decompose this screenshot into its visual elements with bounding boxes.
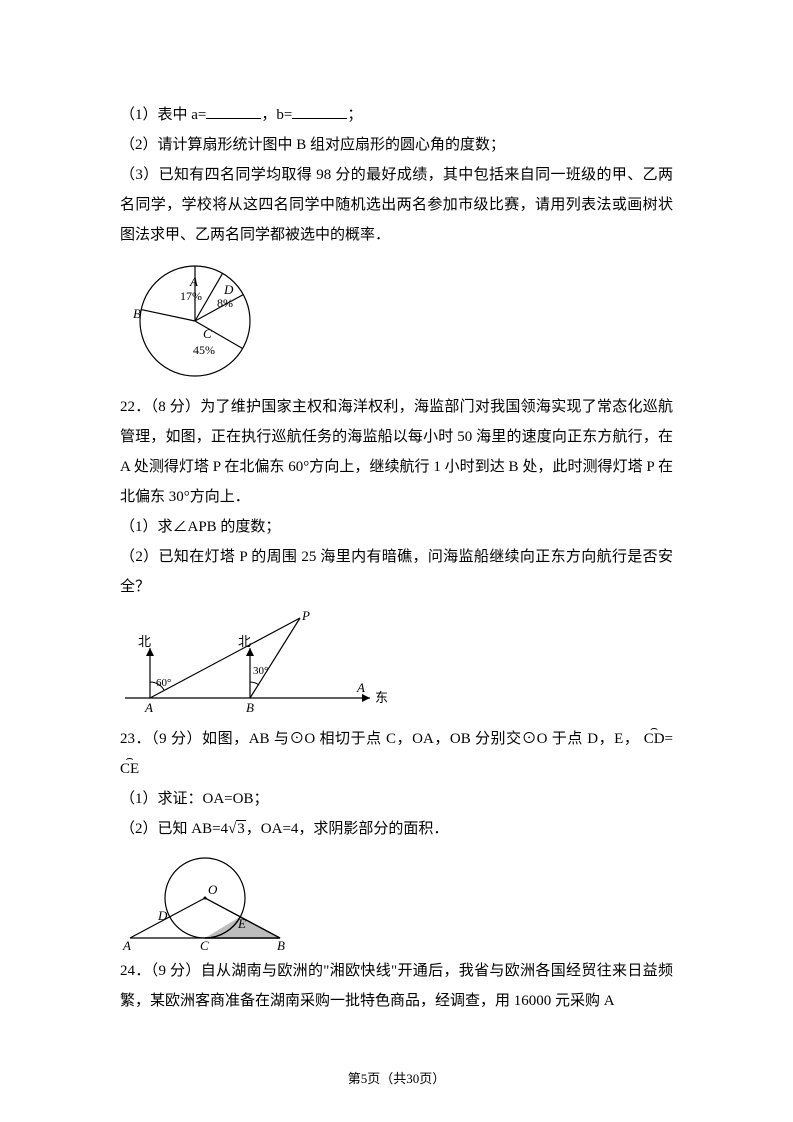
sqrt3: √3 bbox=[228, 814, 246, 844]
q22-p2: （2）已知在灯塔 P 的周围 25 海里内有暗礁，问海监船继续向正东方向航行是否… bbox=[120, 542, 673, 602]
north1-label: 北 bbox=[138, 634, 151, 649]
ang30-label: 30° bbox=[253, 665, 268, 677]
page-footer: 第5页（共30页） bbox=[0, 1066, 793, 1092]
arc-eq: = bbox=[665, 731, 673, 747]
q22-diagram: 北 北 东 A B P A 60° 30° bbox=[120, 608, 673, 718]
pie-pct-d: 8% bbox=[217, 296, 233, 310]
arc-ce: ⌢ CE bbox=[120, 754, 139, 784]
E-label: E bbox=[237, 916, 246, 931]
ang60-label: 60° bbox=[156, 677, 171, 689]
blank-b bbox=[292, 104, 347, 119]
q23-p2-before: （2）已知 AB=4 bbox=[120, 821, 228, 837]
east-label: 东 bbox=[375, 690, 388, 705]
q21-p3: （3）已知有四名同学均取得 98 分的最好成绩，其中包括来自同一班级的甲、乙两名… bbox=[120, 160, 673, 250]
q22-intro: 22．（8 分）为了维护国家主权和海洋权利，海监部门对我国领海实现了常态化巡航管… bbox=[120, 392, 673, 512]
arc-cd: ⌢ CD bbox=[644, 724, 665, 754]
D-label: D bbox=[157, 908, 168, 923]
q23-p1: （1）求证：OA=OB； bbox=[120, 784, 673, 814]
C-label: C bbox=[200, 938, 209, 950]
B-label: B bbox=[246, 700, 254, 715]
q22-p1: （1）求∠APB 的度数； bbox=[120, 512, 673, 542]
q21-p1-suffix: ； bbox=[347, 107, 362, 123]
pie-pct-c: 45% bbox=[193, 343, 215, 357]
q21-pie-chart: A 17% D 8% B C 45% bbox=[120, 256, 673, 386]
q21-p1-prefix: （1）表中 a= bbox=[120, 107, 206, 123]
blank-a bbox=[206, 104, 261, 119]
q23-intro-text: 23．（9 分）如图，AB 与⊙O 相切于点 C，OA，OB 分别交⊙O 于点 … bbox=[120, 731, 639, 747]
q21-p1-mid: ，b= bbox=[261, 107, 292, 123]
pie-label-a: A bbox=[189, 274, 198, 289]
q23-p2-after: ，OA=4，求阴影部分的面积． bbox=[246, 821, 449, 837]
q21-p1: （1）表中 a= ，b= ； bbox=[120, 100, 673, 130]
O-label: O bbox=[208, 882, 218, 897]
north2-label: 北 bbox=[238, 634, 251, 649]
A-right-label: A bbox=[356, 680, 365, 695]
q24-intro: 24．（9 分）自从湖南与欧洲的"湘欧快线"开通后，我省与欧洲各国经贸往来日益频… bbox=[120, 956, 673, 1016]
A-label: A bbox=[144, 700, 153, 715]
pie-label-b: B bbox=[133, 306, 141, 321]
q21-p2: （2）请计算扇形统计图中 B 组对应扇形的圆心角的度数； bbox=[120, 130, 673, 160]
pie-pct-a: 17% bbox=[180, 289, 202, 303]
B2-label: B bbox=[277, 938, 285, 950]
P-label: P bbox=[301, 608, 310, 623]
A2-label: A bbox=[122, 938, 131, 950]
q23-p2: （2）已知 AB=4√3，OA=4，求阴影部分的面积． bbox=[120, 814, 673, 844]
sqrt3-val: 3 bbox=[236, 820, 246, 837]
q23-intro: 23．（9 分）如图，AB 与⊙O 相切于点 C，OA，OB 分别交⊙O 于点 … bbox=[120, 724, 673, 784]
pie-label-c: C bbox=[203, 326, 212, 341]
pie-label-d: D bbox=[223, 282, 234, 297]
q23-diagram: O A B C D E bbox=[120, 850, 673, 950]
